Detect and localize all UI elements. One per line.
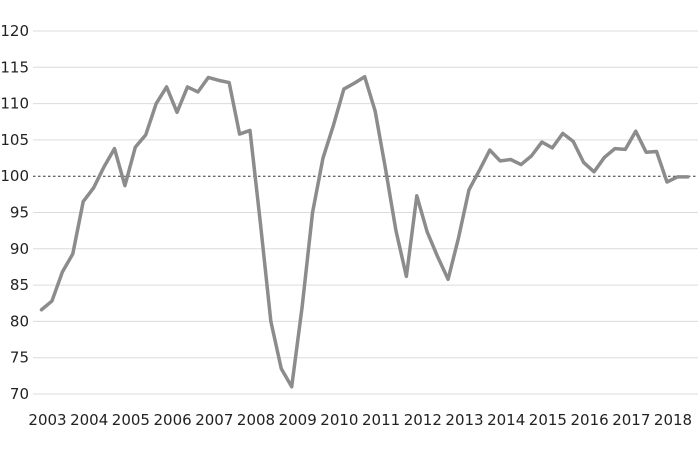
x-tick-label: 2013 [445, 411, 483, 429]
y-tick-label: 115 [0, 58, 29, 76]
x-tick-label: 2010 [320, 411, 358, 429]
y-tick-label: 80 [10, 312, 29, 330]
x-tick-label: 2018 [654, 411, 692, 429]
x-tick-label: 2005 [112, 411, 150, 429]
x-tick-label: 2015 [529, 411, 567, 429]
x-tick-label: 2017 [612, 411, 650, 429]
gridlines [33, 30, 698, 395]
y-tick-label: 105 [0, 131, 29, 149]
y-tick-label: 90 [10, 240, 29, 258]
y-tick-label: 120 [0, 22, 29, 40]
y-tick-label: 110 [0, 95, 29, 113]
x-axis-tick-labels: 2003 2004 2005 2006 2007 2008 2009 2010 2011 2012… [28, 411, 692, 429]
x-tick-label: 2003 [28, 411, 66, 429]
y-tick-label: 70 [10, 385, 29, 403]
x-tick-label: 2012 [404, 411, 442, 429]
x-tick-label: 2008 [237, 411, 275, 429]
x-tick-label: 2011 [362, 411, 400, 429]
x-tick-label: 2016 [571, 411, 609, 429]
x-tick-label: 2006 [154, 411, 192, 429]
x-tick-label: 2004 [70, 411, 108, 429]
y-axis-tick-labels: 70 75 80 85 90 95 100 105 110 115 120 [0, 22, 29, 403]
x-tick-label: 2009 [279, 411, 317, 429]
series-group [39, 74, 690, 389]
y-tick-label: 75 [10, 349, 29, 367]
y-tick-label: 100 [0, 167, 29, 185]
y-tick-label: 95 [10, 204, 29, 222]
y-tick-label: 85 [10, 276, 29, 294]
x-tick-label: 2014 [487, 411, 525, 429]
x-tick-label: 2007 [195, 411, 233, 429]
series-line [39, 74, 690, 389]
